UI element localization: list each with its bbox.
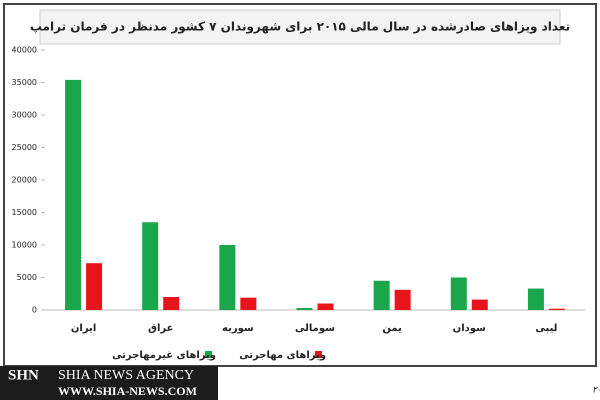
y-tick-label: 5000 xyxy=(17,273,37,282)
x-tick-label: لیبی xyxy=(535,323,557,334)
x-tick-label: سومالی xyxy=(295,323,335,334)
x-tick-label: عراق xyxy=(148,323,173,334)
legend-label: ویزاهای مهاجرتی xyxy=(239,350,326,361)
bar xyxy=(548,308,565,310)
x-tick-label: ایران xyxy=(71,323,96,334)
x-tick-label: سوریه xyxy=(222,323,254,334)
y-tick-label: 20000 xyxy=(12,176,37,185)
x-tick-label: سودان xyxy=(453,323,486,334)
bar xyxy=(163,297,180,310)
brand-short: SHN xyxy=(8,367,39,383)
source: منبع: وزارت خارجه آمریکا، سالنامه آماری … xyxy=(592,384,600,396)
y-tick-label: 40000 xyxy=(12,46,37,55)
bar xyxy=(373,280,390,310)
y-tick-label: 30000 xyxy=(12,111,37,120)
y-tick-label: 25000 xyxy=(12,143,37,152)
chart-title: تعداد ویزاهای صادرشده در سال مالی ۲۰۱۵ ب… xyxy=(30,20,570,35)
bar xyxy=(450,277,467,310)
y-tick-label: 15000 xyxy=(12,208,37,217)
bar xyxy=(86,263,103,310)
bar xyxy=(471,299,488,310)
bar xyxy=(296,308,313,310)
brand-box xyxy=(0,366,218,400)
bar xyxy=(219,245,236,310)
legend-marker xyxy=(205,351,212,358)
bar xyxy=(527,288,544,310)
bar xyxy=(142,222,159,310)
brand-url: WWW.SHIA-NEWS.COM xyxy=(58,384,197,398)
legend-marker xyxy=(315,351,322,358)
legend-label: ویزاهای غیرمهاجرتی xyxy=(112,350,216,361)
x-tick-label: یمن xyxy=(382,323,402,334)
bar xyxy=(65,79,82,311)
brand-name: SHIA NEWS AGENCY xyxy=(58,368,194,383)
y-tick-label: 0 xyxy=(32,306,37,315)
title-box xyxy=(39,9,561,45)
bar xyxy=(240,297,257,310)
frame xyxy=(3,3,597,367)
y-tick-label: 35000 xyxy=(12,78,37,87)
bar xyxy=(394,289,411,310)
bar xyxy=(317,303,334,310)
y-tick-label: 10000 xyxy=(12,241,37,250)
